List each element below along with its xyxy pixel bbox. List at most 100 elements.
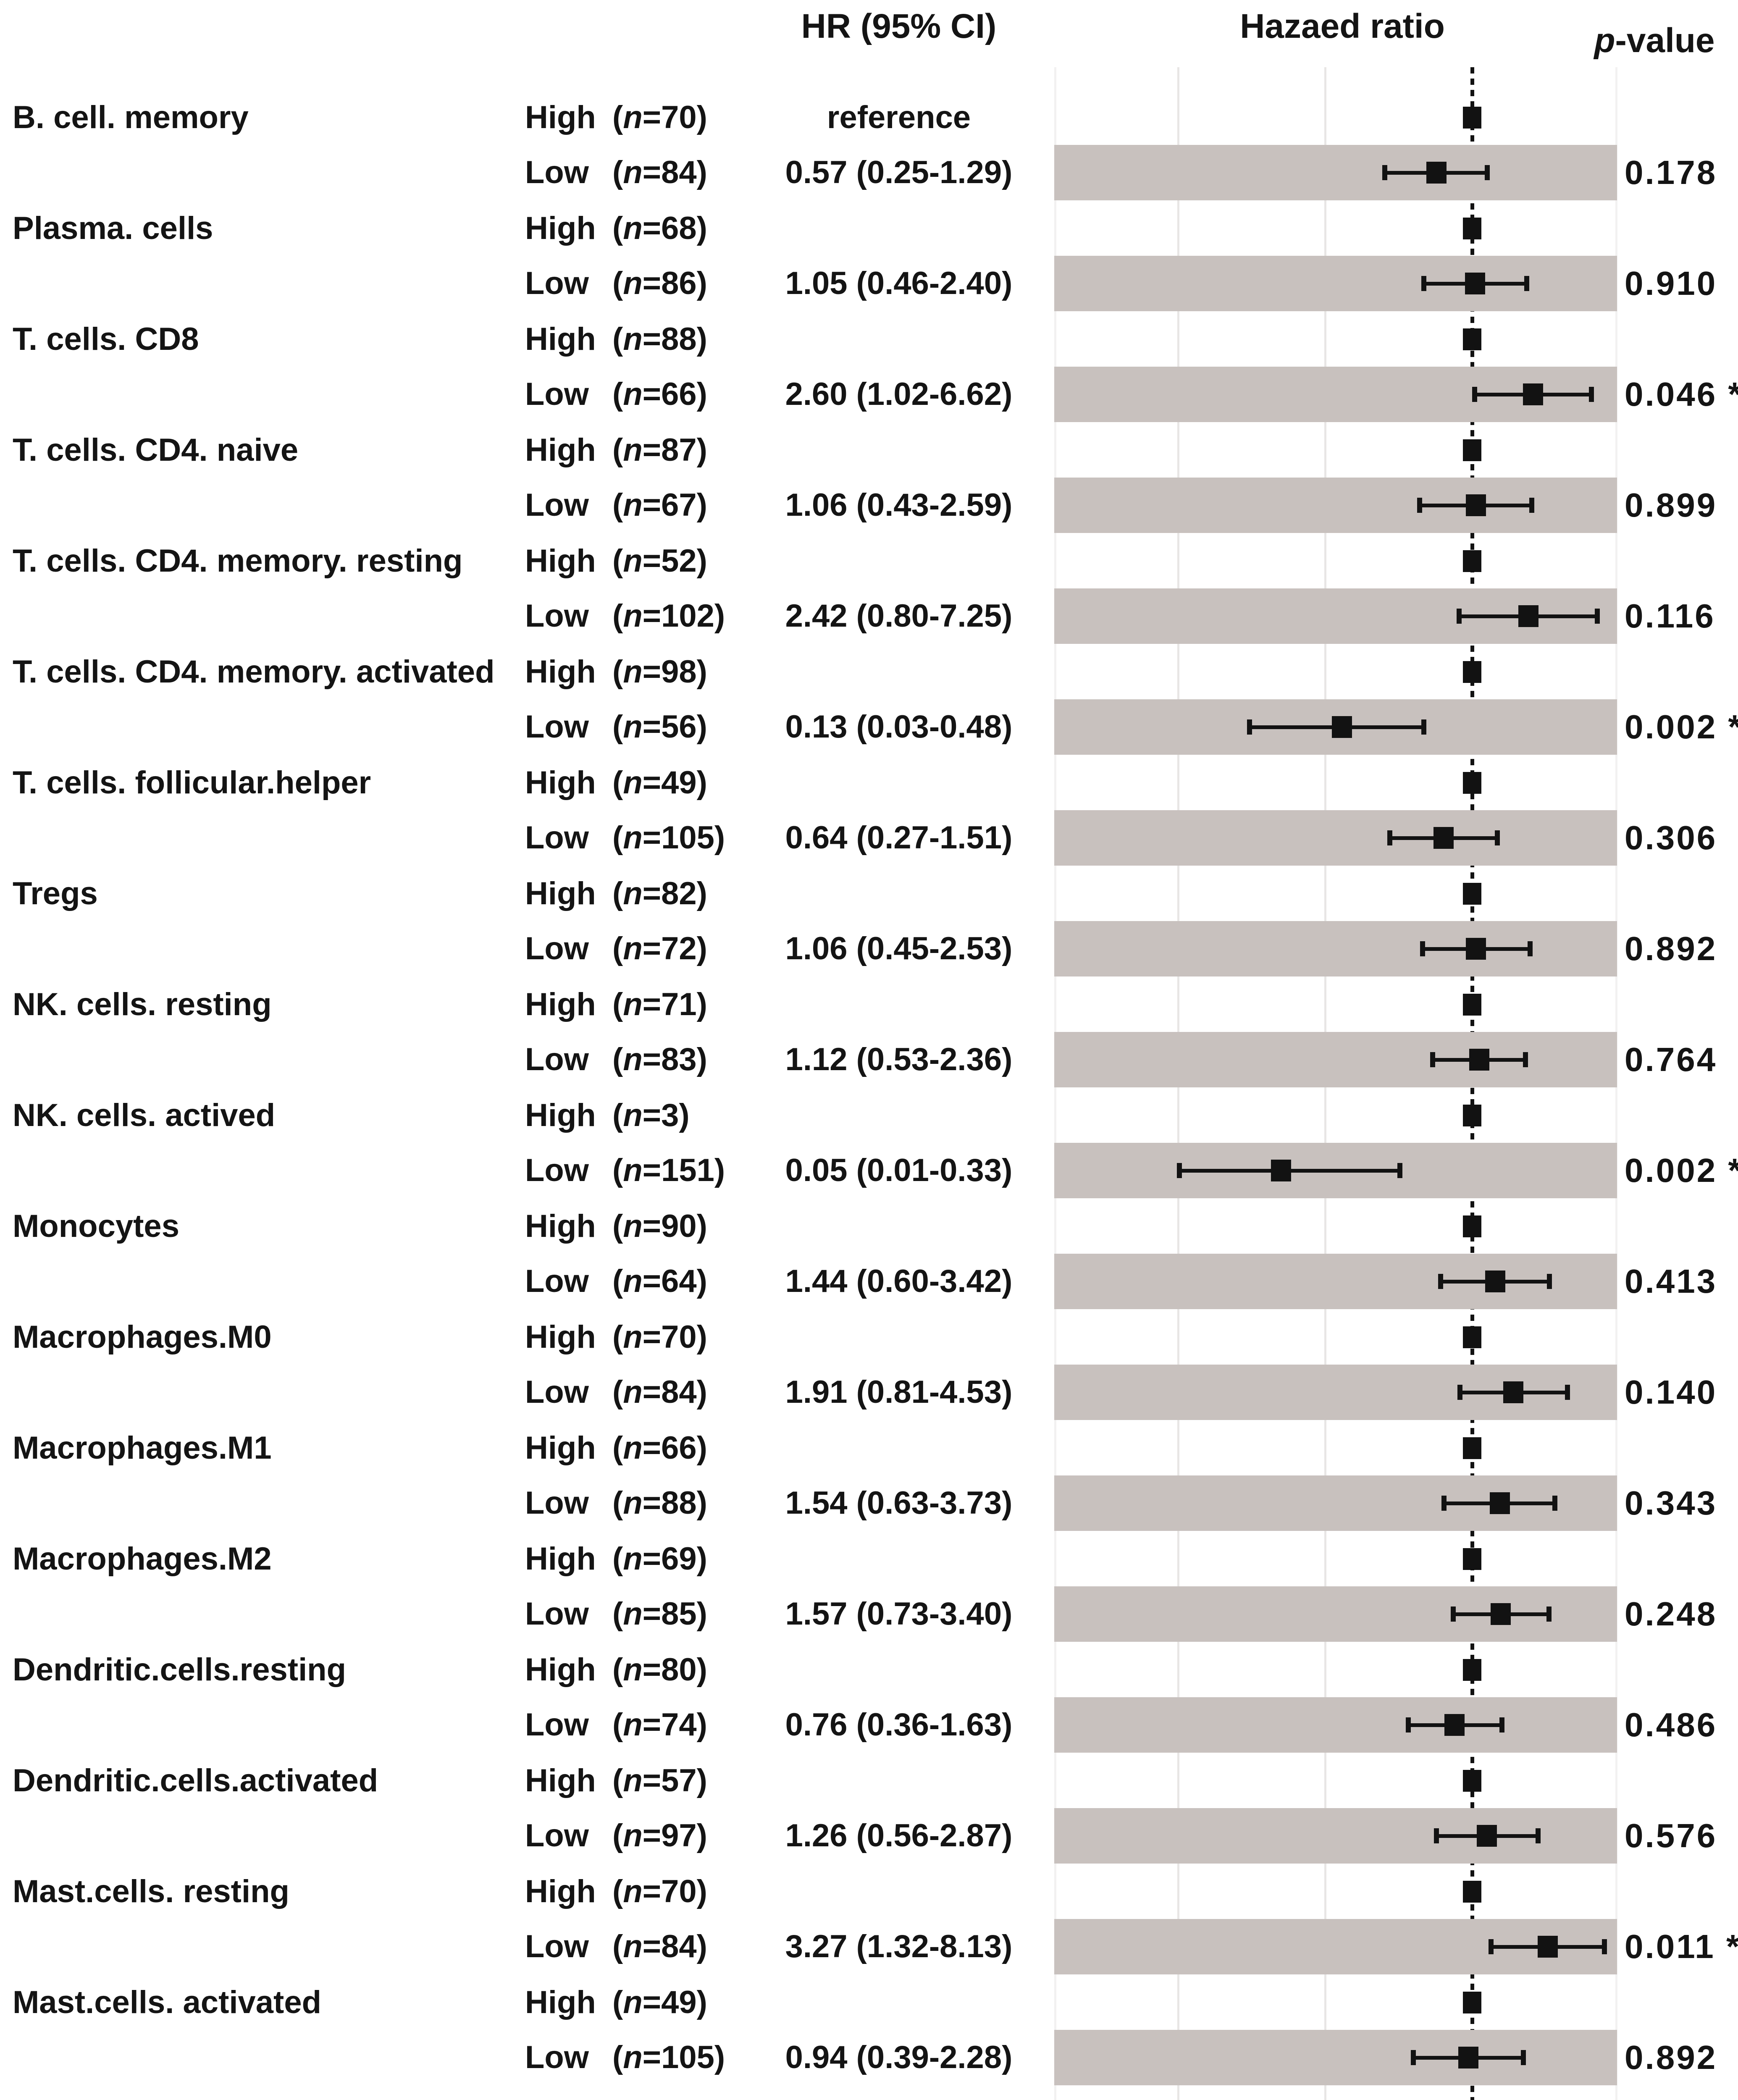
group-high-label: High (n=82): [525, 876, 707, 911]
p-value: 0.248: [1625, 1595, 1717, 1633]
low-group-background-bar: [1054, 1032, 1617, 1087]
reference-square-marker: [1462, 550, 1481, 572]
reference-text: reference: [827, 100, 971, 135]
hr-point-marker: [1271, 1160, 1291, 1181]
low-group-background-bar: [1054, 921, 1617, 976]
group-high-label: High (n=71): [525, 987, 707, 1022]
group-high-label: High (n=70): [525, 1319, 707, 1355]
group-high-label: High(n=1): [525, 2092, 690, 2100]
p-value: 0.002 *: [1625, 708, 1738, 746]
cell-type-label: Dendritic.cells.resting: [13, 1652, 347, 1688]
reference-square-marker: [1462, 1992, 1481, 2013]
column-header-hazard-ratio: Hazaed ratio: [1240, 7, 1445, 45]
hr-ci-value: 0.05 (0.01-0.33): [785, 1152, 1013, 1188]
reference-text: [748, 873, 1050, 915]
hr-point-marker: [1469, 1049, 1490, 1071]
cell-type-label: Dendritic.cells.activated: [13, 1763, 378, 1798]
p-value: 0.910: [1625, 265, 1717, 302]
group-low-label: Low (n=151): [525, 1152, 725, 1188]
hr-ci-value: 3.27 (1.32-8.13): [785, 1929, 1013, 1964]
reference-square-marker: [1462, 1326, 1481, 1348]
hr-point-marker: [1503, 1381, 1524, 1403]
ci-cap-right: [1546, 1606, 1552, 1622]
reference-text: [748, 984, 1050, 1026]
p-value: 0.892: [1625, 930, 1717, 967]
cell-type-label: T. cells. CD4. memory. activated: [13, 654, 495, 690]
group-low-label: Low (n=85): [525, 1596, 707, 1632]
ci-cap-left: [1177, 1163, 1182, 1178]
group-low-label: Low (n=74): [525, 1707, 707, 1743]
reference-square-marker: [1462, 107, 1481, 129]
cell-type-label: B. cell. memory: [13, 100, 249, 135]
hr-point-marker: [1458, 2047, 1478, 2068]
reference-text: [748, 540, 1050, 582]
hr-point-marker: [1489, 1492, 1510, 1514]
p-value: 0.306: [1625, 819, 1717, 856]
reference-text: [748, 1982, 1050, 2024]
group-high-label: High (n=70): [525, 1874, 707, 1909]
group-high-label: High (n=66): [525, 1430, 707, 1466]
ci-cap-right: [1523, 1052, 1528, 1067]
group-high-label: High (n=90): [525, 1208, 707, 1244]
ci-cap-left: [1420, 941, 1425, 956]
reference-square-marker: [1462, 1548, 1481, 1570]
group-high-label: High (n=70): [525, 100, 707, 135]
reference-text: [748, 1760, 1050, 1802]
ci-cap-right: [1521, 2050, 1526, 2065]
hr-ci-value: 0.57 (0.25-1.29): [785, 155, 1013, 190]
p-value: 0.116: [1625, 597, 1715, 635]
p-value: 0.343: [1625, 1484, 1717, 1522]
reference-text: [748, 207, 1050, 249]
cell-type-label: T. cells. follicular.helper: [13, 765, 371, 801]
hr-ci-value: 1.54 (0.63-3.73): [785, 1485, 1013, 1521]
reference-square-marker: [1462, 1770, 1481, 1792]
ci-cap-right: [1565, 1385, 1570, 1400]
hr-point-marker: [1523, 383, 1544, 405]
group-low-label: Low (n=66): [525, 376, 707, 412]
reference-text: [748, 651, 1050, 693]
ci-cap-right: [1595, 609, 1600, 624]
column-header-p-value: p-value: [1571, 18, 1738, 64]
hr-ci-value: 1.44 (0.60-3.42): [785, 1263, 1013, 1299]
group-high-label: High (n=3): [525, 1097, 690, 1133]
group-low-label: Low (n=86): [525, 265, 707, 301]
ci-cap-left: [1441, 1496, 1447, 1511]
reference-square-marker: [1462, 661, 1481, 683]
reference-text: [748, 1095, 1050, 1137]
group-high-label: High (n=88): [525, 321, 707, 357]
ci-cap-left: [1410, 2050, 1416, 2065]
reference-text: [748, 1427, 1050, 1469]
hr-ci-value: 0.76 (0.36-1.63): [785, 1707, 1013, 1743]
group-low-label: Low (n=105): [525, 820, 725, 856]
p-value-suffix: -value: [1615, 21, 1715, 60]
ci-cap-left: [1430, 1052, 1436, 1067]
reference-square-marker: [1462, 218, 1481, 239]
low-group-background-bar: [1054, 2030, 1617, 2085]
cell-type-label: Macrophages.M0: [13, 1319, 272, 1355]
hr-point-marker: [1465, 938, 1486, 960]
reference-text: [748, 429, 1050, 471]
p-value: 0.046 *: [1625, 375, 1738, 413]
group-high-label: High (n=52): [525, 543, 707, 579]
group-high-label: High (n=87): [525, 432, 707, 468]
hr-ci-value: 2.60 (1.02-6.62): [785, 376, 1013, 412]
hr-point-marker: [1331, 716, 1352, 738]
hr-point-marker: [1444, 1714, 1465, 1736]
ci-cap-left: [1421, 276, 1426, 291]
hr-ci-value: 0.64 (0.27-1.51): [785, 820, 1013, 856]
reference-text: [748, 1316, 1050, 1358]
hr-point-marker: [1491, 1603, 1511, 1625]
group-high-label: High (n=80): [525, 1652, 707, 1688]
group-low-label: Low (n=84): [525, 1929, 707, 1964]
p-value: 0.413: [1625, 1263, 1717, 1300]
ci-cap-right: [1524, 276, 1529, 291]
reference-text: [748, 2092, 1050, 2100]
reference-text: [748, 1871, 1050, 1913]
ci-cap-right: [1529, 498, 1534, 513]
reference-square-marker: [1462, 994, 1481, 1016]
ci-cap-right: [1589, 387, 1594, 402]
group-low-label: Low (n=88): [525, 1485, 707, 1521]
ci-cap-left: [1387, 830, 1392, 845]
p-value: 0.486: [1625, 1706, 1717, 1743]
reference-square-marker: [1462, 1105, 1481, 1126]
